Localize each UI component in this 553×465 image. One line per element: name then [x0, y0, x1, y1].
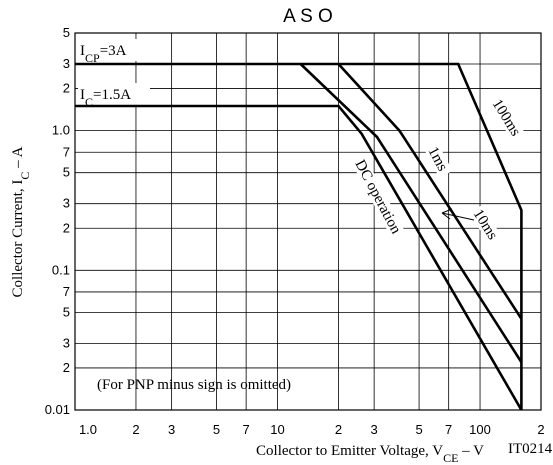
- x-tick-label: 2: [537, 422, 544, 437]
- y-tick-label: 7: [63, 284, 70, 299]
- y-axis-label: Collector Current, IC – A: [10, 146, 32, 297]
- x-tick-label: 2: [335, 422, 342, 437]
- plot-frame: [74, 32, 542, 411]
- annotation-part: =1.5A: [93, 87, 131, 103]
- x-tick-label: 7: [445, 422, 452, 437]
- curve-label-bg: [469, 204, 504, 247]
- annotation-bg: [78, 39, 150, 61]
- x-tick-label: 5: [213, 422, 220, 437]
- y-tick-label: 0.01: [45, 402, 70, 417]
- annotation: IC=1.5A: [80, 87, 131, 109]
- annotation-part: I: [80, 87, 85, 103]
- y-tick-label: 5: [63, 25, 70, 40]
- y-tick-label: 3: [63, 56, 70, 71]
- y-axis-label-part: C: [18, 172, 32, 180]
- x-tick-label: 10: [270, 422, 284, 437]
- x-axis-label-part: Collector to Emitter Voltage, V: [256, 443, 443, 459]
- x-tick-label: 7: [243, 422, 250, 437]
- y-tick-label: 2: [63, 360, 70, 375]
- y-tick-label: 2: [63, 81, 70, 96]
- x-tick-label: 5: [415, 422, 422, 437]
- annotation-part: C: [85, 95, 93, 109]
- annotation: ICP=3A: [80, 43, 127, 65]
- curve: [337, 63, 523, 320]
- annotation-part: CP: [85, 51, 100, 65]
- x-tick-label: 1.0: [79, 422, 97, 437]
- y-tick-label: 3: [63, 335, 70, 350]
- curve-label-bg: [424, 142, 453, 178]
- x-axis-label: Collector to Emitter Voltage, VCE – V: [256, 443, 484, 465]
- curve: [75, 62, 523, 410]
- curve-label-bg: [488, 94, 526, 142]
- y-axis-label-part: – A: [10, 146, 26, 171]
- y-tick-label: 1.0: [52, 123, 70, 138]
- annotation-part: =3A: [100, 43, 127, 59]
- x-tick-label: 3: [371, 422, 378, 437]
- label-arrow: [441, 208, 475, 221]
- x-tick-label: 3: [168, 422, 175, 437]
- curve-label: DC operation: [351, 157, 403, 237]
- x-tick-label: 100: [469, 422, 491, 437]
- annotation-part: I: [80, 43, 85, 59]
- annotation-bg: [78, 83, 150, 105]
- curve-label: 100ms: [489, 97, 524, 140]
- y-tick-label: 5: [63, 165, 70, 180]
- curve: [299, 63, 523, 363]
- y-tick-label: 3: [63, 196, 70, 211]
- x-axis-label-part: – V: [458, 443, 484, 459]
- figure-code: IT02141: [508, 441, 553, 457]
- y-tick-label: 7: [63, 144, 70, 159]
- x-axis-label-part: CE: [443, 451, 458, 465]
- y-tick-label: 0.1: [52, 262, 70, 277]
- curve: [75, 104, 523, 411]
- y-tick-label: 2: [63, 220, 70, 235]
- y-tick-label: 5: [63, 304, 70, 319]
- y-axis-label-part: Collector Current, I: [10, 180, 26, 298]
- x-tick-label: 2: [132, 422, 139, 437]
- chart-title: A S O: [283, 6, 333, 27]
- curve-label-bg: [351, 155, 413, 253]
- note: (For PNP minus sign is omitted): [97, 377, 291, 393]
